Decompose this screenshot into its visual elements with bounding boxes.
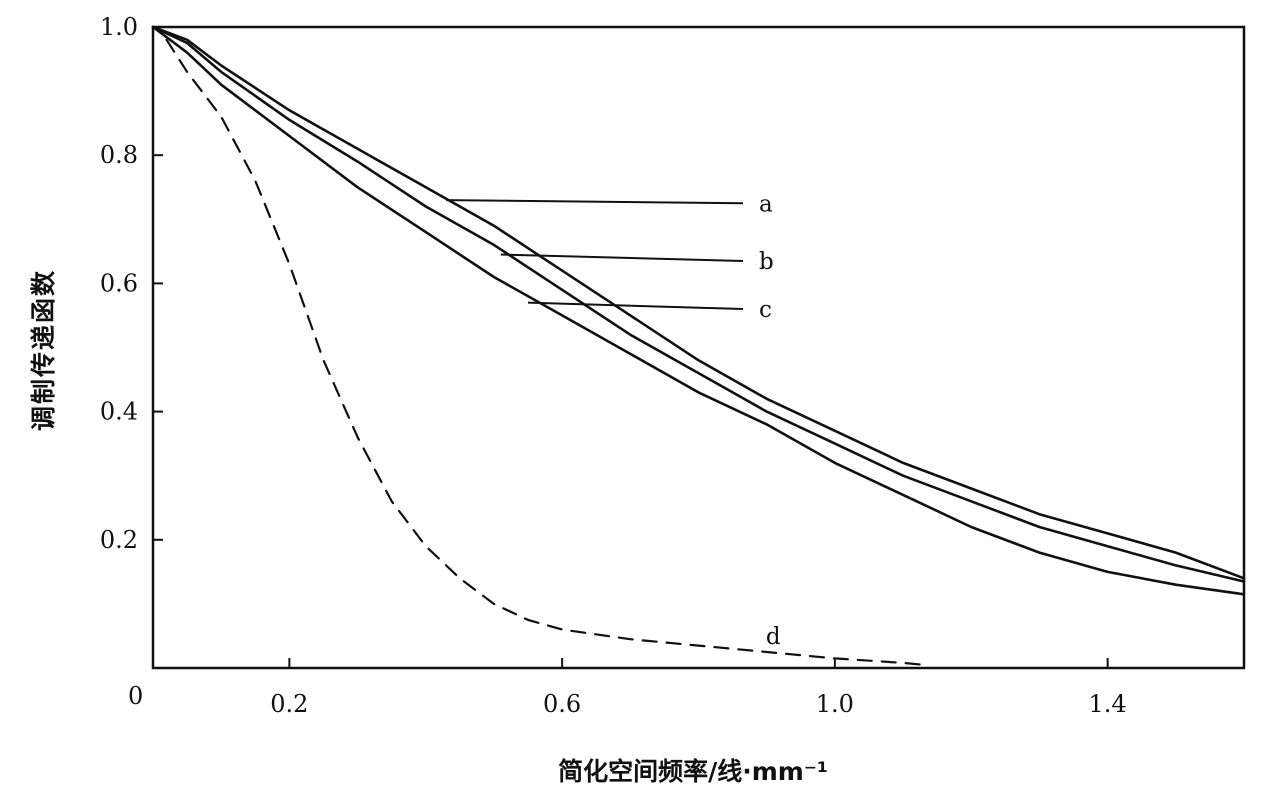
x-tick-label: 0.2 [270,690,308,718]
y-tick-label: 0.6 [100,269,138,297]
series-line-b [151,25,1246,583]
series-pointer-b [500,253,744,262]
series-layer [151,25,1246,666]
series-line-d [165,38,925,666]
y-tick-label: 0.2 [100,526,138,554]
series-label-d: d [766,624,781,650]
series-label-c: c [759,297,772,323]
x-tick-label: 1.0 [816,690,854,718]
series-pointer-c [528,301,744,311]
y-tick-label: 1.0 [100,13,138,41]
series-label-a: a [759,191,773,217]
series-line-a [151,25,1246,580]
x-axis-title: 简化空间频率/线·mm⁻¹ [558,757,828,786]
y-tick-label: 0.8 [100,141,138,169]
series-line-c [151,25,1246,596]
y-axis-ticks: 0.2 0.4 0.6 0.8 1.0 [100,13,163,554]
x-axis-ticks: 0.2 0.6 1.0 1.4 [270,658,1127,718]
origin-label: 0 [128,682,143,710]
series-pointer-a [446,199,744,205]
plot-frame [151,25,1246,670]
x-tick-label: 0.6 [543,690,581,718]
x-tick-label: 1.4 [1089,690,1127,718]
y-tick-label: 0.4 [100,398,138,426]
series-label-b: b [759,249,774,275]
series-labels: a bc d [446,191,781,650]
y-axis-title: 调制传递函数 [29,269,58,431]
